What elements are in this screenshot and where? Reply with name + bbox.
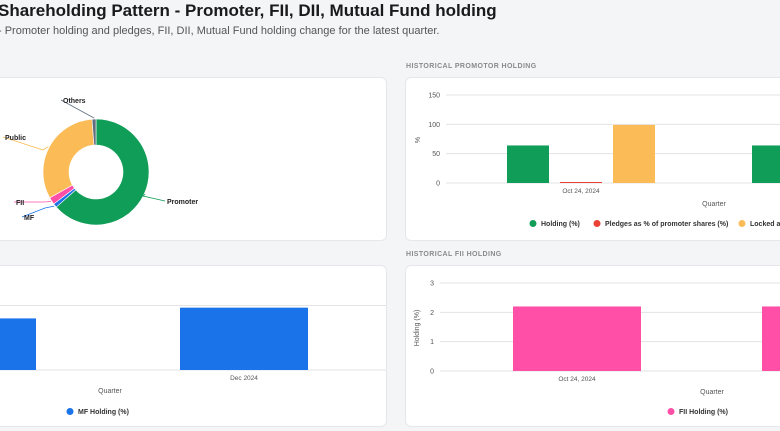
donut-leader-mf xyxy=(21,205,55,218)
y-tick-label: 100 xyxy=(428,122,440,129)
donut-leader-others xyxy=(60,99,95,119)
page-subtitle: - Promoter holding and pledges, FII, DII… xyxy=(0,25,440,37)
section-label-fii: HISTORICAL FII HOLDING xyxy=(406,251,502,258)
x-axis-title: Quarter xyxy=(702,201,726,208)
bar-holding- xyxy=(507,145,549,183)
bar-fii-holding- xyxy=(762,306,780,371)
page-title: Shareholding Pattern - Promoter, FII, DI… xyxy=(0,1,497,20)
y-tick-label: 150 xyxy=(428,93,440,100)
y-tick-label: 0 xyxy=(436,181,440,188)
donut-slice-promoter xyxy=(55,118,150,226)
donut-label-promoter: Promoter xyxy=(167,199,198,206)
donut-label-others: Others xyxy=(63,98,86,105)
x-tick-label: Dec 2024 xyxy=(230,375,258,382)
legend-swatch xyxy=(593,220,601,227)
legend-swatch xyxy=(66,408,74,415)
mf-holding-chart: Dec 2024 Quarter MF Holding (%) xyxy=(0,305,386,416)
y-axis-title: % xyxy=(415,137,422,143)
legend-label: Holding (%) xyxy=(541,221,580,228)
shareholding-donut-chart: Promoter MF FII Public Others xyxy=(2,98,198,226)
legend-label: MF Holding (%) xyxy=(78,409,129,416)
y-tick-label: 1 xyxy=(430,339,434,346)
bar-locked-as xyxy=(613,124,655,183)
bar-mf-holding- xyxy=(0,318,36,370)
fii-holding-chart: 3 2 1 0 Oct 24, 2024 Quarter Holding (%) FII Ho… xyxy=(414,281,780,416)
donut-leader-promoter xyxy=(142,193,166,202)
x-axis-title: Quarter xyxy=(98,388,122,395)
promoter-holding-chart: 150 100 50 0 Oct 24, 2024 Quarter% Holding (%)… xyxy=(415,93,780,228)
donut-label-mf: MF xyxy=(24,215,35,222)
legend-label: Locked as xyxy=(750,221,780,228)
promoter-holding-card: 150 100 50 0 Oct 24, 2024 Quarter% Holding (%)… xyxy=(405,77,780,241)
x-axis-title: Quarter xyxy=(700,389,724,396)
y-tick-label: 2 xyxy=(430,310,434,317)
donut-label-public: Public xyxy=(5,135,26,142)
x-tick-label: Oct 24, 2024 xyxy=(558,376,596,383)
y-tick-label: 0 xyxy=(430,369,434,376)
legend-swatch xyxy=(667,408,675,415)
shareholding-donut-card: Promoter MF FII Public Others xyxy=(0,77,387,241)
donut-slice-public xyxy=(42,118,95,199)
fii-holding-card: 3 2 1 0 Oct 24, 2024 Quarter Holding (%) FII Ho… xyxy=(405,265,780,427)
donut-label-fii: FII xyxy=(16,200,24,207)
donut-leader-public xyxy=(2,136,49,151)
bar-pledges-as-of-promoter-shares- xyxy=(560,182,602,183)
bar-mf-holding- xyxy=(180,307,308,370)
bar-fii-holding- xyxy=(513,306,641,371)
mf-holding-card: Dec 2024 Quarter MF Holding (%) xyxy=(0,265,387,427)
y-axis-title: Holding (%) xyxy=(414,310,421,347)
donut-slice-others xyxy=(91,118,97,146)
y-tick-label: 50 xyxy=(432,151,440,158)
legend-swatch xyxy=(529,220,537,227)
legend-swatch xyxy=(738,220,746,227)
y-tick-label: 3 xyxy=(430,281,434,288)
legend-label: Pledges as % of promoter shares (%) xyxy=(605,221,728,228)
section-label-promoter: HISTORICAL PROMOTOR HOLDING xyxy=(406,63,537,70)
x-tick-label: Oct 24, 2024 xyxy=(562,188,600,195)
bar-holding- xyxy=(752,145,780,183)
legend-label: FII Holding (%) xyxy=(679,409,728,416)
